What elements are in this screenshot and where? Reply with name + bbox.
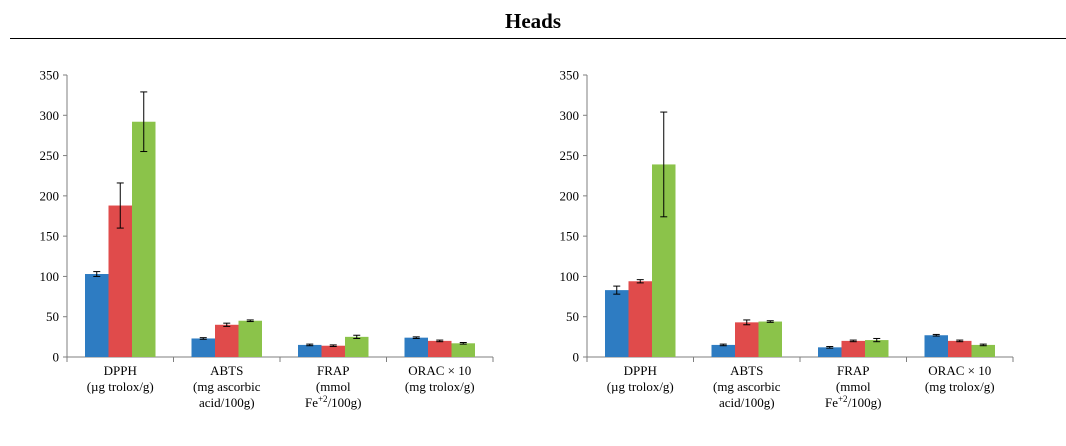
x-category-label: DPPH (µg trolox/g)	[87, 363, 154, 394]
x-category-label-line: (µg trolox/g)	[87, 379, 154, 394]
y-tick-label: 300	[40, 108, 60, 123]
x-category-label: ORAC × 10 (mg trolox/g)	[925, 363, 995, 394]
bar	[735, 322, 759, 357]
x-category-label-line: FRAP	[837, 363, 870, 378]
superscript: +2	[838, 394, 848, 404]
bar	[238, 320, 262, 357]
bar	[191, 338, 215, 357]
bar	[865, 340, 889, 357]
x-category-label-line: FRAP	[317, 363, 350, 378]
y-tick-label: 350	[560, 68, 580, 83]
x-category-label-line: ABTS	[210, 363, 243, 378]
bar	[924, 335, 948, 357]
bar	[711, 344, 735, 357]
x-category-label-line: DPPH	[624, 363, 657, 378]
bar	[404, 337, 428, 357]
bar	[948, 340, 972, 357]
x-category-label-line: (mg ascorbic	[713, 379, 781, 394]
y-tick-label: 250	[560, 148, 580, 163]
x-category-label-line: ORAC × 10	[928, 363, 991, 378]
y-tick-label: 100	[560, 269, 580, 284]
y-tick-label: 0	[53, 350, 60, 365]
bar	[108, 205, 132, 357]
bar	[628, 281, 652, 357]
bar	[818, 347, 842, 357]
x-category-label-line: ORAC × 10	[408, 363, 471, 378]
x-category-label-line: (µg trolox/g)	[607, 379, 674, 394]
bar	[321, 345, 345, 357]
y-tick-label: 0	[573, 350, 580, 365]
superscript: +2	[318, 394, 328, 404]
bar	[298, 344, 322, 357]
y-tick-label: 150	[40, 229, 60, 244]
title-divider	[10, 38, 1066, 39]
x-category-label: DPPH (µg trolox/g)	[607, 363, 674, 394]
bar	[215, 324, 239, 357]
bar	[758, 321, 782, 357]
y-tick-label: 250	[40, 148, 60, 163]
bar	[971, 344, 995, 357]
x-category-label-line: acid/100g)	[719, 395, 775, 410]
y-tick-label: 200	[40, 188, 60, 203]
x-category-label-line: Fe+2/100g)	[825, 394, 882, 410]
y-tick-label: 150	[560, 229, 580, 244]
bar	[605, 290, 629, 357]
bar	[841, 340, 865, 357]
x-category-label-line: DPPH	[104, 363, 137, 378]
y-tick-label: 200	[560, 188, 580, 203]
bar	[85, 274, 109, 357]
y-tick-label: 50	[46, 309, 59, 324]
x-category-label: FRAP (mmol Fe+2/100g)	[825, 363, 882, 410]
bar	[345, 336, 369, 357]
x-category-label: ABTS (mg ascorbic acid/100g)	[193, 363, 261, 410]
figure-title: Heads	[504, 9, 561, 33]
x-category-label-line: (mmol	[316, 379, 351, 394]
bar	[132, 121, 156, 357]
x-category-label: ORAC × 10 (mg trolox/g)	[405, 363, 475, 394]
x-category-label-line: (mg trolox/g)	[925, 379, 995, 394]
x-category-label-line: (mg trolox/g)	[405, 379, 475, 394]
x-category-label-line: (mmol	[836, 379, 871, 394]
x-category-label-line: ABTS	[730, 363, 763, 378]
bar	[428, 340, 452, 357]
bar	[451, 343, 475, 357]
x-category-label-line: (mg ascorbic	[193, 379, 261, 394]
y-tick-label: 50	[566, 309, 579, 324]
x-category-label-line: acid/100g)	[199, 395, 255, 410]
y-tick-label: 350	[40, 68, 60, 83]
label-rest: /100g)	[328, 395, 362, 410]
y-tick-label: 300	[560, 108, 580, 123]
x-category-label: ABTS (mg ascorbic acid/100g)	[713, 363, 781, 410]
bar	[652, 164, 676, 357]
y-tick-label: 100	[40, 269, 60, 284]
label-rest: /100g)	[848, 395, 882, 410]
